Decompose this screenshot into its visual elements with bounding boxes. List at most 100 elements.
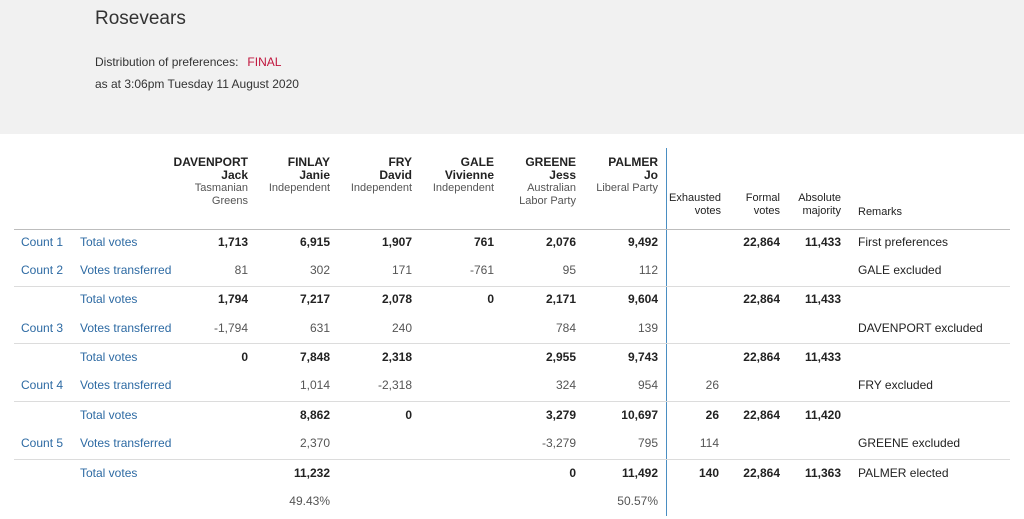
vote-cell: 95 (562, 263, 576, 277)
vote-cell: 9,604 (627, 292, 658, 306)
formal-votes-header-line: Formal (745, 192, 780, 204)
candidate-name-line: Jack (221, 168, 248, 182)
exhausted-cell: 26 (705, 378, 719, 392)
absolute-majority-header-line: Absolute (798, 192, 841, 204)
exhausted-cell: 26 (705, 408, 719, 422)
vote-cell: 9,743 (627, 350, 658, 364)
vote-cell: 784 (555, 321, 576, 335)
remarks-header: Remarks (858, 206, 903, 218)
vote-cell: 7,217 (299, 292, 330, 306)
vote-cell: 171 (391, 263, 412, 277)
as-at-timestamp: as at 3:06pm Tuesday 11 August 2020 (95, 77, 299, 91)
vote-cell: 761 (473, 235, 494, 249)
count-label: Count 2 (21, 263, 64, 277)
absolute-cell: 11,433 (804, 235, 841, 249)
vote-cell: 9,492 (627, 235, 658, 249)
formal-cell: 22,864 (743, 292, 780, 306)
page-header: Rosevears Distribution of preferences: FI… (0, 0, 1024, 134)
remark-cell: First preferences (858, 235, 949, 249)
candidate-header-fry: FRY David Independent (351, 156, 412, 195)
candidate-name-line: PALMER (608, 155, 658, 169)
vote-cell: 3,279 (545, 408, 576, 422)
row-separator (14, 459, 1010, 460)
column-divider (666, 148, 667, 516)
distribution-label: Distribution of preferences: (95, 55, 239, 69)
formal-cell: 22,864 (743, 408, 780, 422)
row-label: Total votes (80, 350, 138, 364)
candidate-name-line: GREENE (525, 155, 576, 169)
vote-cell: 11,232 (293, 466, 330, 480)
remark-cell: PALMER elected (858, 466, 949, 480)
row-label: Total votes (80, 292, 138, 306)
count-label: Count 5 (21, 436, 64, 450)
candidate-party-line: Labor Party (519, 195, 576, 207)
candidate-name-line: FRY (388, 155, 412, 169)
formal-cell: 22,864 (743, 350, 780, 364)
row-separator (14, 286, 1010, 287)
absolute-cell: 11,420 (804, 408, 841, 422)
vote-cell: 0 (241, 350, 248, 364)
vote-cell: 324 (555, 378, 576, 392)
count-label: Count 1 (21, 235, 64, 249)
absolute-cell: 11,363 (804, 466, 841, 480)
vote-cell: 6,915 (299, 235, 330, 249)
candidate-name-line: GALE (460, 155, 494, 169)
vote-cell: -761 (469, 263, 494, 277)
vote-cell: 954 (637, 378, 658, 392)
exhausted-cell: 114 (699, 436, 719, 450)
vote-cell: 1,014 (299, 378, 330, 392)
remark-cell: FRY excluded (858, 378, 933, 392)
candidate-party-line: Independent (432, 182, 494, 194)
candidate-party-line: Australian (527, 182, 576, 194)
vote-cell: 795 (637, 436, 658, 450)
exhausted-cell: 140 (698, 466, 719, 480)
candidate-name-line: FINLAY (287, 155, 330, 169)
row-separator (14, 229, 1010, 230)
vote-cell: 0 (405, 408, 412, 422)
vote-cell: 2,318 (381, 350, 412, 364)
absolute-cell: 11,433 (804, 292, 841, 306)
candidate-header-gale: GALE Vivienne Independent (433, 156, 494, 195)
candidate-name-line: Janie (299, 168, 330, 182)
vote-cell: 0 (487, 292, 494, 306)
vote-cell: 112 (638, 263, 658, 277)
vote-cell: 0 (569, 466, 576, 480)
finlay-percentage: 49.43% (289, 494, 330, 508)
vote-cell: 1,713 (217, 235, 248, 249)
vote-cell: -2,318 (377, 378, 412, 392)
remark-cell: DAVENPORT excluded (858, 321, 983, 335)
vote-cell: 240 (391, 321, 412, 335)
candidate-header-greene: GREENE Jess Australian Labor Party (519, 156, 576, 208)
exhausted-votes-header-line: Exhausted (669, 192, 721, 204)
vote-cell: 1,794 (217, 292, 248, 306)
candidate-party-line: Greens (211, 195, 248, 207)
vote-cell: 81 (234, 263, 248, 277)
vote-cell: -3,279 (541, 436, 576, 450)
row-label: Total votes (80, 408, 138, 422)
formal-cell: 22,864 (743, 466, 780, 480)
row-label: Votes transferred (80, 263, 172, 277)
vote-cell: -1,794 (213, 321, 248, 335)
vote-cell: 2,955 (545, 350, 576, 364)
row-separator (14, 343, 1010, 344)
row-label: Votes transferred (80, 436, 172, 450)
status-final: FINAL (247, 55, 282, 69)
candidate-party-line: Independent (350, 182, 412, 194)
vote-cell: 2,171 (545, 292, 576, 306)
exhausted-votes-header: Exhausted votes (669, 192, 721, 218)
candidate-party-line: Liberal Party (596, 182, 658, 194)
vote-cell: 302 (309, 263, 330, 277)
vote-cell: 1,907 (381, 235, 412, 249)
candidate-header-finlay: FINLAY Janie Independent (269, 156, 330, 195)
count-label: Count 4 (21, 378, 64, 392)
vote-cell: 10,697 (621, 408, 658, 422)
remark-cell: GALE excluded (858, 263, 942, 277)
candidate-name-line: David (379, 168, 412, 182)
distribution-status: Distribution of preferences: FINAL (95, 55, 281, 69)
vote-cell: 7,848 (299, 350, 330, 364)
absolute-majority-header: Absolute majority (798, 192, 841, 218)
row-label: Total votes (80, 235, 138, 249)
candidate-name-line: Jess (549, 168, 576, 182)
candidate-name-line: Vivienne (444, 168, 494, 182)
absolute-cell: 11,433 (804, 350, 841, 364)
